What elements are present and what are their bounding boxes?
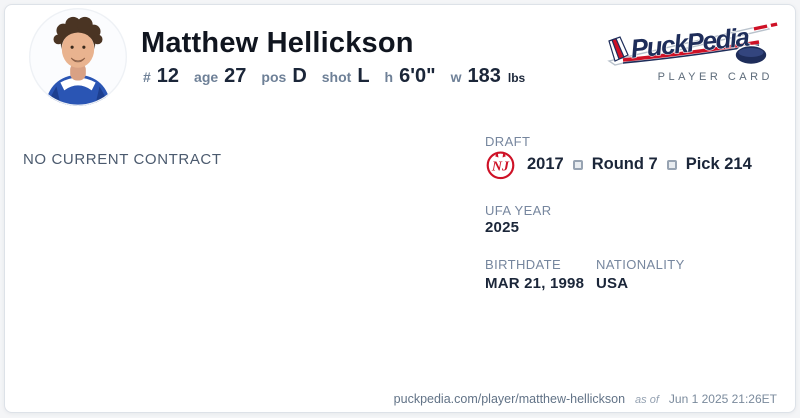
stat-shot: shot L [321, 65, 370, 87]
draft-section-label: DRAFT [485, 134, 531, 149]
separator-icon [666, 159, 677, 170]
puckpedia-wordmark: PuckPedia [629, 22, 751, 64]
draft-row: NJ 2017 Round 7 Pick 214 [484, 148, 752, 181]
ufa-year-label: UFA YEAR [485, 203, 552, 218]
snapshot-timestamp: Jun 1 2025 21:26ET [668, 392, 777, 406]
player-page-url[interactable]: puckpedia.com/player/matthew-hellickson [393, 392, 626, 406]
player-card: Matthew Hellickson # 12 age 27 pos D sho… [4, 4, 796, 413]
stat-weight: w 183 lbs [450, 65, 526, 87]
nationality-label: NATIONALITY [596, 257, 685, 272]
puckpedia-logo[interactable]: PuckPedia [607, 15, 779, 69]
birthdate-value: MAR 21, 1998 [485, 275, 585, 292]
as-of-label: as of [635, 394, 659, 406]
new-jersey-devils-logo-icon: NJ [486, 151, 515, 180]
player-name: Matthew Hellickson [141, 27, 414, 59]
draft-pick: Pick 214 [685, 155, 752, 173]
player-stats-row: # 12 age 27 pos D shot L h 6'0" w 183 lb… [143, 65, 525, 88]
birthdate-label: BIRTHDATE [485, 257, 562, 272]
draft-year: 2017 [527, 155, 564, 173]
stat-height: h 6'0" [384, 65, 436, 87]
stat-position: pos D [261, 65, 307, 87]
nationality-value: USA [596, 275, 629, 292]
player-avatar-illustration [29, 8, 127, 106]
player-card-tagline: PLAYER CARD [657, 71, 773, 83]
puckpedia-logo-icon: PuckPedia [607, 21, 779, 66]
stat-age: age 27 [194, 65, 247, 87]
draft-round: Round 7 [591, 155, 658, 173]
footer: puckpedia.com/player/matthew-hellickson … [394, 392, 777, 406]
contract-status: NO CURRENT CONTRACT [23, 151, 222, 168]
draft-details: 2017 Round 7 Pick 214 [527, 155, 752, 174]
svg-text:NJ: NJ [491, 159, 510, 174]
player-photo [29, 8, 127, 106]
separator-icon [572, 159, 583, 170]
ufa-year-value: 2025 [485, 219, 520, 236]
stat-number: # 12 [143, 65, 180, 87]
